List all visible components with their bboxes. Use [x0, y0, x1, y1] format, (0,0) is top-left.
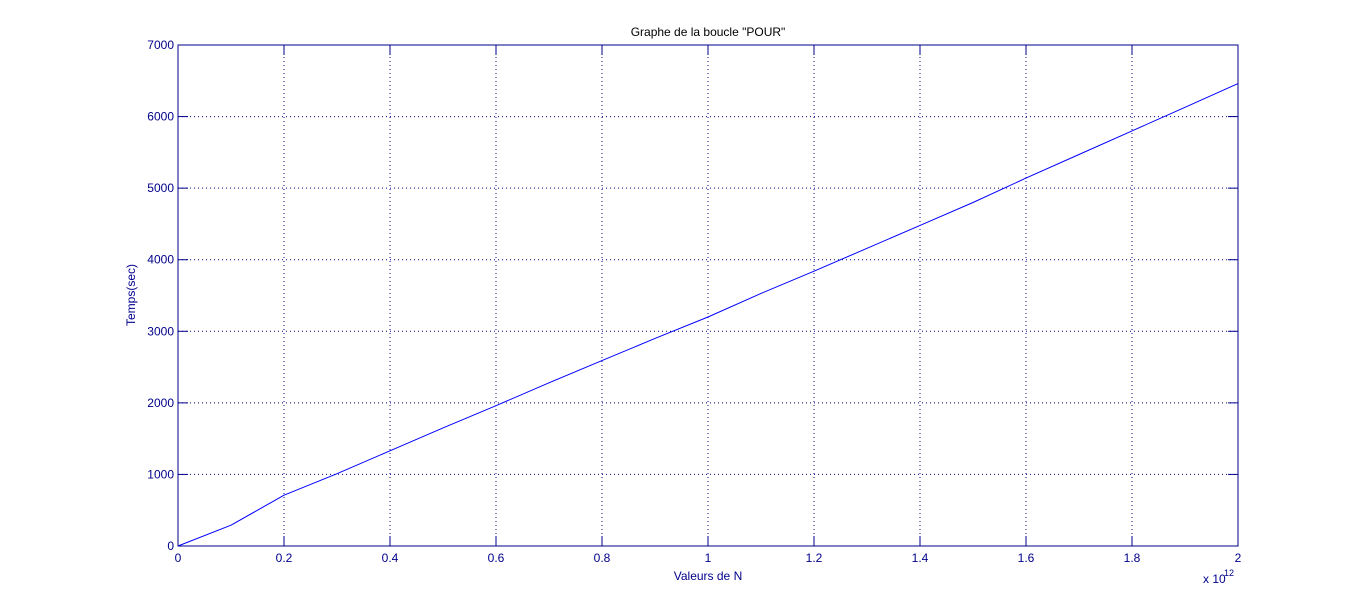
- y-tick-label: 0: [167, 539, 174, 553]
- x-tick-label: 0.8: [594, 551, 611, 565]
- x-tick-label: 1: [705, 551, 712, 565]
- x-tick-label: 0.2: [276, 551, 293, 565]
- x-tick-label: 0.6: [488, 551, 505, 565]
- y-tick-label: 4000: [147, 253, 174, 267]
- y-tick-label: 5000: [147, 181, 174, 195]
- plot-frame: [177, 44, 1239, 547]
- y-tick-label: 2000: [147, 396, 174, 410]
- series-line: [177, 83, 1239, 547]
- y-tick-label: 6000: [147, 110, 174, 124]
- chart-title: Graphe de la boucle "POUR": [631, 25, 786, 39]
- x-exponent-power: 12: [1224, 568, 1234, 578]
- x-tick-labels: 0 0.2 0.4 0.6 0.8 1 1.2 1.4 1.6 1.8 2: [175, 551, 1242, 565]
- plot-area: [178, 45, 1238, 546]
- series-layer: [177, 83, 1239, 547]
- x-tick-label: 1.6: [1018, 551, 1035, 565]
- x-exponent-label: x 10 12: [1203, 568, 1234, 586]
- x-tick-label: 0.4: [382, 551, 399, 565]
- x-axis-title: Valeurs de N: [674, 569, 742, 583]
- grid: [178, 45, 1238, 546]
- x-tick-label: 2: [1235, 551, 1242, 565]
- y-tick-labels: 0 1000 2000 3000 4000 5000 6000 7000: [147, 38, 174, 553]
- y-axis-title: Temps(sec): [124, 264, 138, 326]
- x-tick-label: 1.4: [912, 551, 929, 565]
- y-tick-label: 3000: [147, 324, 174, 338]
- x-exponent-base: x 10: [1203, 572, 1226, 586]
- x-tick-label: 0: [175, 551, 182, 565]
- x-tick-label: 1.2: [806, 551, 823, 565]
- y-tick-label: 7000: [147, 38, 174, 52]
- x-tick-label: 1.8: [1124, 551, 1141, 565]
- y-tick-label: 1000: [147, 467, 174, 481]
